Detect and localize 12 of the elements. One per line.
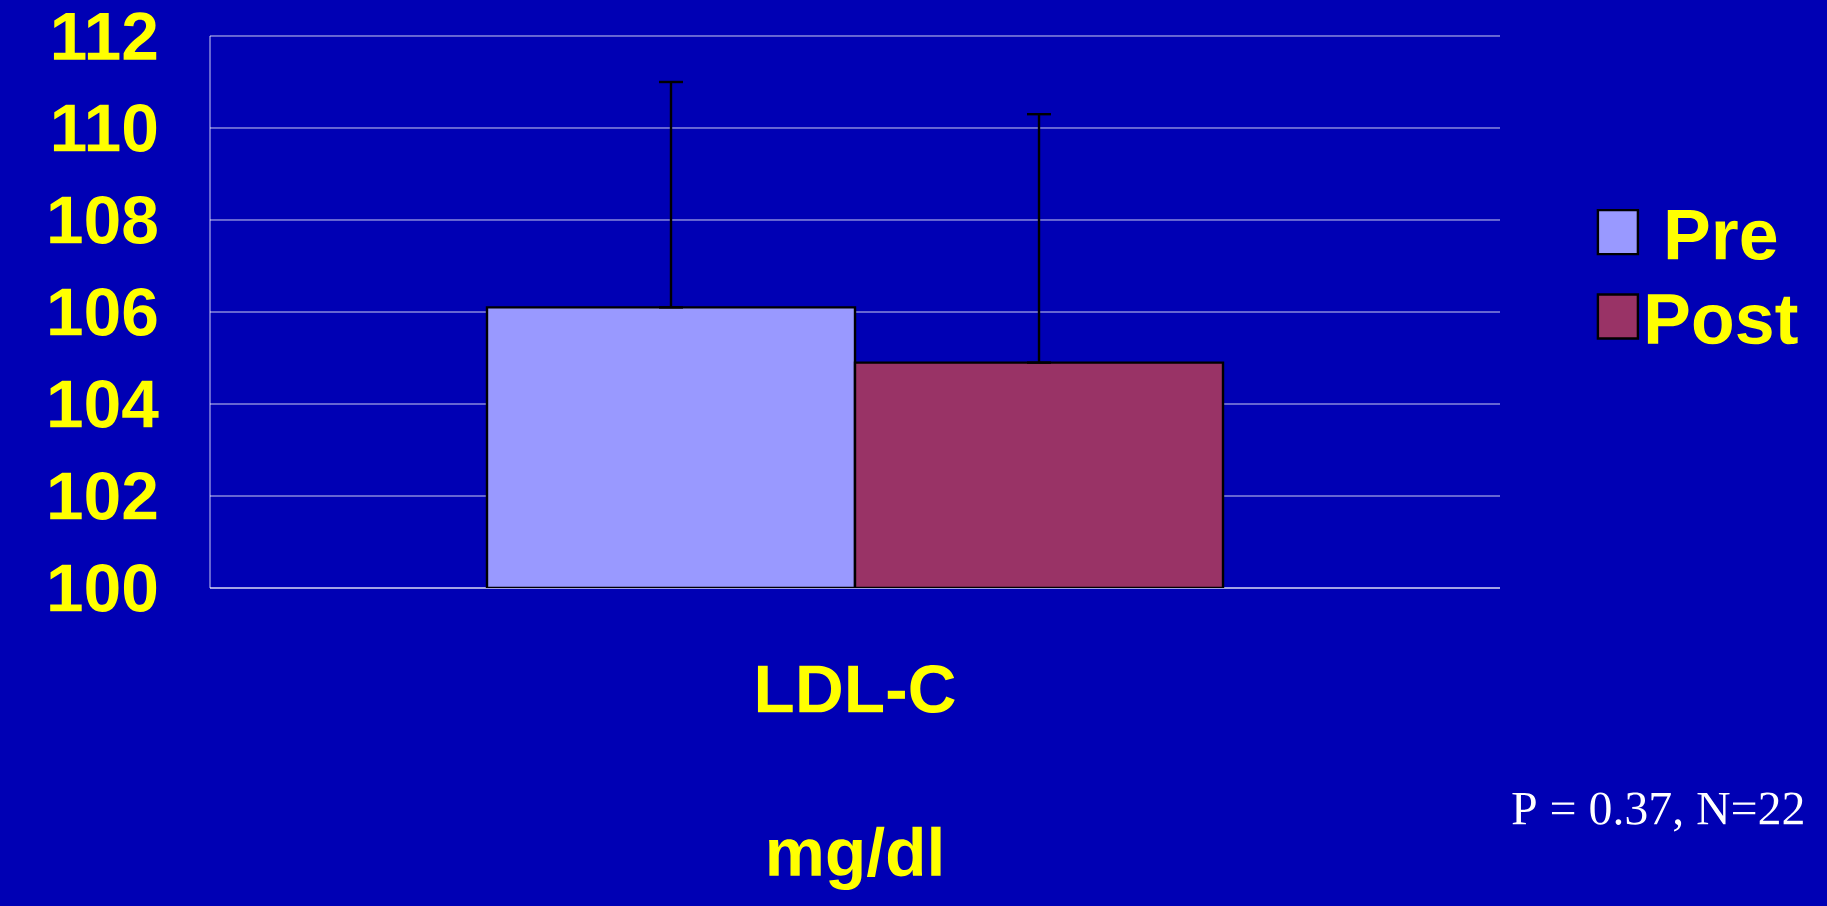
y-tick-label: 108 xyxy=(50,196,157,244)
y-tick-label: 110 xyxy=(53,104,157,152)
x-axis-title: mg/dl xyxy=(769,826,941,891)
x-tick-label: LDL-C xyxy=(757,665,955,713)
y-tick-label: 100 xyxy=(50,564,157,612)
legend-label: Post xyxy=(1647,294,1798,345)
y-tick-label: 112 xyxy=(53,12,157,60)
y-tick-label: 102 xyxy=(50,472,157,520)
y-tick-label: 106 xyxy=(50,288,157,336)
y-tick-label: 104 xyxy=(50,380,159,428)
text: P = 0.37, N=22 xyxy=(1512,792,1803,832)
legend-label: Pre xyxy=(1667,209,1777,261)
